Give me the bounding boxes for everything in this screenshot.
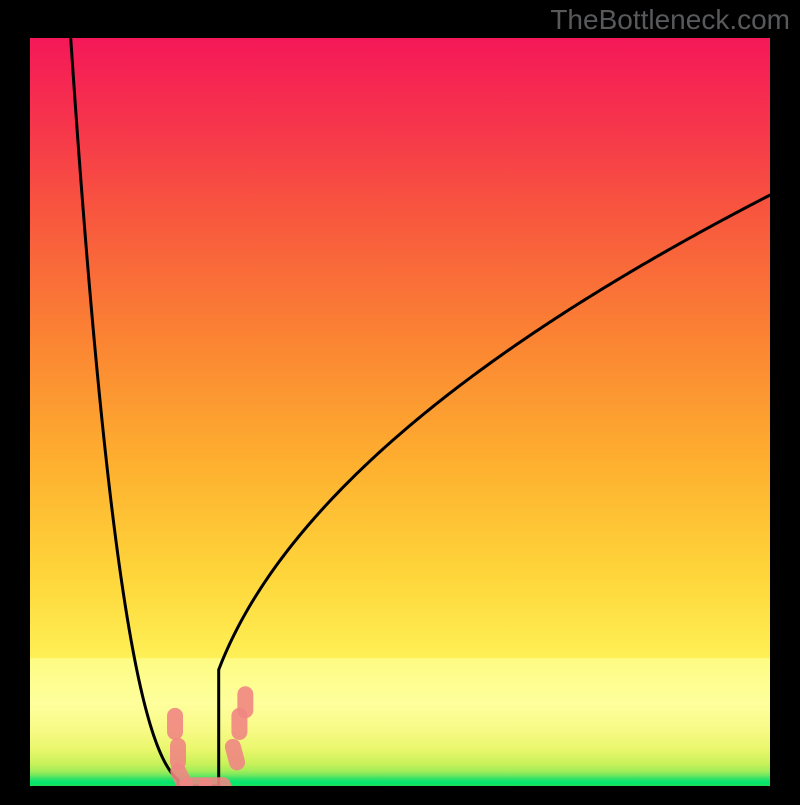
chart-svg bbox=[0, 0, 800, 800]
curve-marker bbox=[237, 686, 253, 718]
outer-frame: TheBottleneck.com bbox=[0, 0, 800, 800]
watermark-text: TheBottleneck.com bbox=[550, 4, 790, 36]
frame-bottom bbox=[0, 786, 800, 800]
frame-left bbox=[0, 0, 30, 800]
curve-marker bbox=[167, 708, 183, 740]
chart-background bbox=[30, 38, 770, 786]
frame-right bbox=[770, 0, 800, 800]
